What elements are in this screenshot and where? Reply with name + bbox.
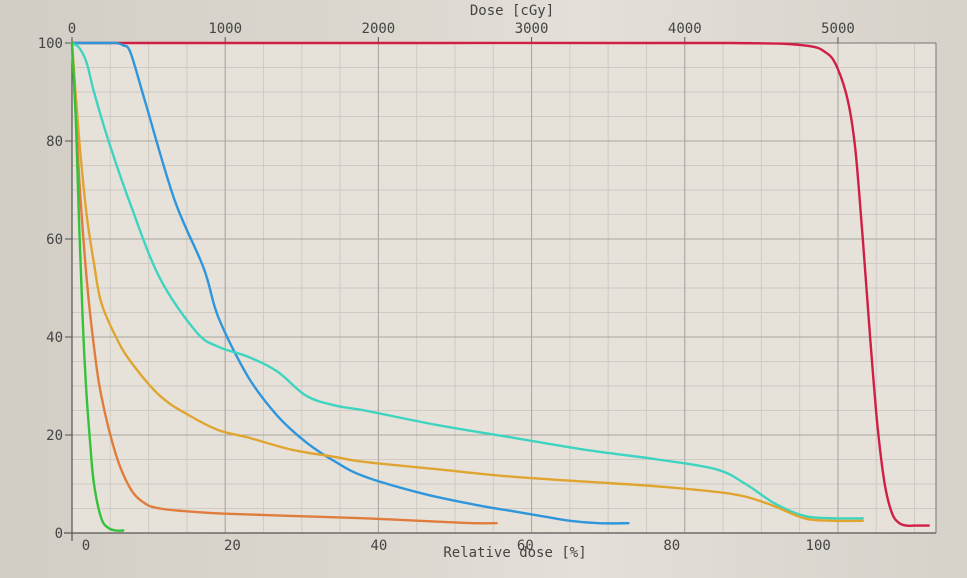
top-axis-label: Dose [cGy] bbox=[470, 3, 554, 19]
dvh-curve-1 bbox=[70, 41, 930, 528]
bottom-tick-labels: 0 20 40 60 80 100 bbox=[82, 538, 831, 554]
bottom-tick-label: 0 bbox=[82, 538, 90, 554]
top-tick-label: 5000 bbox=[821, 21, 855, 37]
y-tick-labels: 0 20 40 60 80 100 bbox=[38, 36, 72, 542]
top-tick-label: 3000 bbox=[515, 21, 549, 37]
top-tick-label: 1000 bbox=[208, 21, 242, 37]
top-tick-label: 2000 bbox=[362, 21, 396, 37]
y-tick-label: 0 bbox=[55, 526, 63, 542]
bottom-tick-label: 80 bbox=[663, 538, 680, 554]
bottom-tick-label: 20 bbox=[224, 538, 241, 554]
dvh-curve-3 bbox=[70, 41, 864, 520]
bottom-tick-label: 100 bbox=[806, 538, 831, 554]
top-tick-labels: 0 1000 2000 3000 4000 5000 bbox=[68, 21, 855, 43]
y-tick-label: 40 bbox=[46, 330, 63, 346]
y-tick-label: 20 bbox=[46, 428, 63, 444]
bottom-tick-label: 60 bbox=[517, 538, 534, 554]
dvh-curve-6 bbox=[70, 41, 125, 532]
dvh-curve-5 bbox=[70, 41, 498, 525]
grid bbox=[71, 42, 936, 534]
bottom-tick-label: 40 bbox=[370, 538, 387, 554]
top-tick-label: 0 bbox=[68, 21, 76, 37]
y-tick-label: 100 bbox=[38, 36, 63, 52]
y-tick-label: 60 bbox=[46, 232, 63, 248]
bottom-axis-label: Relative dose [%] bbox=[443, 545, 586, 561]
dvh-curve-4 bbox=[70, 41, 864, 523]
y-tick-label: 80 bbox=[46, 134, 63, 150]
top-tick-label: 4000 bbox=[668, 21, 702, 37]
dvh-curve-2 bbox=[70, 41, 630, 525]
series-lines bbox=[70, 41, 930, 532]
